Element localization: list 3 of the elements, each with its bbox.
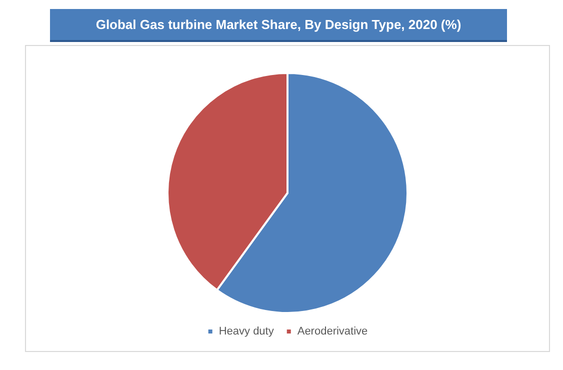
- legend-label: Heavy duty: [218, 326, 274, 338]
- legend-label: Aeroderivative: [297, 326, 368, 338]
- chart-title: Global Gas turbine Market Share, By Design Type, 2020 (%): [50, 9, 507, 42]
